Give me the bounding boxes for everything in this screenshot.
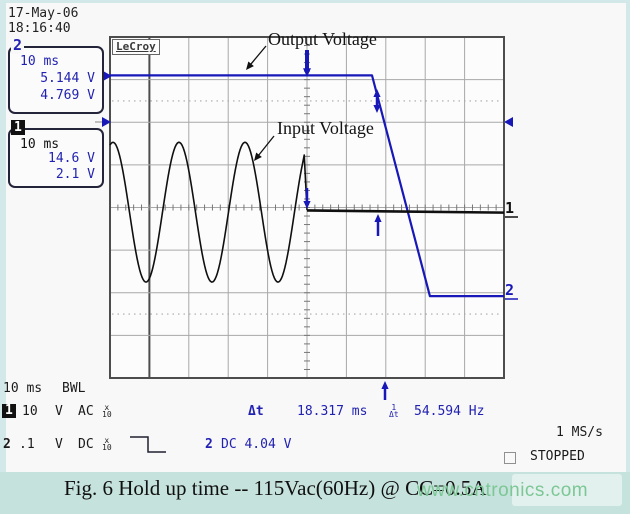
svg-text:1: 1 [505, 199, 514, 217]
ch1-trace-box: 1 10 ms 14.6 V 2.1 V [8, 120, 104, 188]
ch2-channel-badge: 2 [11, 36, 25, 54]
ch1-settings-badge: 1 [2, 404, 16, 418]
ch1-unit: V [55, 404, 63, 419]
delta-t-label: Δt [248, 404, 264, 419]
inverse-delta-t-num: 1 [391, 403, 397, 412]
ch2-trace-box: 2 10 ms 5.144 V 4.769 V [8, 36, 104, 114]
ch2-coupling: DC [78, 437, 94, 452]
date-label: 17-May-06 [8, 6, 79, 21]
lecroy-logo: LeCroy [112, 39, 160, 55]
ch1-coupling: AC [78, 404, 94, 419]
ch2-timebase: 10 ms [20, 54, 60, 69]
trigger-source-badge: 2 [205, 437, 213, 452]
trace-output-voltage [110, 74, 504, 298]
trace-input-voltage [109, 141, 308, 283]
watermark: www.cntronics.com [417, 480, 589, 501]
input-voltage-label: Input Voltage [277, 118, 374, 138]
ch2-probe-bottom: 10 [102, 443, 112, 452]
ch2-value-1: 5.144 V [40, 71, 95, 86]
ch2-scale: .1 [19, 437, 35, 452]
ch2-value-2: 4.769 V [40, 88, 95, 103]
inverse-delta-t-value: 54.594 Hz [414, 404, 485, 419]
ch1-value-1: 14.6 V [48, 151, 95, 166]
trigger-level-value: DC 4.04 V [221, 437, 292, 452]
ch1-probe-bottom: 10 [102, 410, 112, 419]
figure-caption: Fig. 6 Hold up time -- 115Vac(60Hz) @ CC… [64, 476, 487, 500]
time-label: 18:16:40 [8, 21, 71, 36]
ch2-probe-top: x [104, 436, 110, 445]
ch2-settings-badge: 2 [3, 437, 11, 452]
delta-t-value: 18.317 ms [297, 404, 368, 419]
ch1-scale: 10 [22, 404, 38, 419]
timebase-readout: 10 ms [3, 381, 43, 396]
ch1-timebase: 10 ms [20, 137, 60, 152]
sample-rate: 1 MS/s [556, 425, 603, 440]
page-border-left [0, 0, 6, 514]
svg-text:2: 2 [505, 281, 514, 299]
run-state: STOPPED [530, 449, 585, 464]
bwl-indicator: BWL [62, 381, 86, 396]
page-border-right [626, 0, 630, 514]
stopped-checkbox-icon [504, 452, 516, 464]
ch1-probe-attenuation-icon: x 10 [102, 403, 112, 419]
ch2-probe-attenuation-icon: x 10 [102, 436, 112, 452]
inverse-delta-t-icon: 1 Δt [389, 403, 399, 419]
output-voltage-label: Output Voltage [268, 29, 377, 49]
ch1-channel-badge: 1 [11, 120, 25, 135]
trace-input-voltage-dropout [306, 209, 505, 214]
page-border-top [0, 0, 630, 3]
ch2-unit: V [55, 437, 63, 452]
ch1-value-2: 2.1 V [55, 167, 95, 182]
watermark-background [512, 474, 622, 506]
inverse-delta-t-den: Δt [389, 410, 399, 419]
ch1-probe-top: x [104, 403, 110, 412]
